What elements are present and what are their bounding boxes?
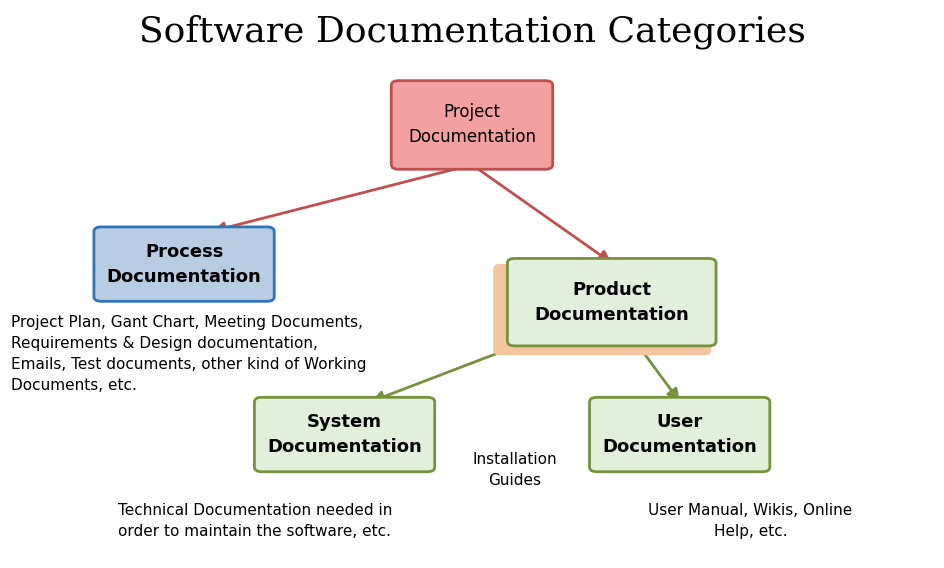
FancyBboxPatch shape [94,227,274,301]
Text: Installation
Guides: Installation Guides [472,452,557,487]
FancyBboxPatch shape [493,264,712,356]
Text: User Manual, Wikis, Online
Help, etc.: User Manual, Wikis, Online Help, etc. [649,503,852,538]
Text: System
Documentation: System Documentation [267,413,422,456]
FancyBboxPatch shape [508,258,716,346]
FancyBboxPatch shape [391,81,552,169]
Text: Product
Documentation: Product Documentation [534,281,689,324]
Text: Technical Documentation needed in
order to maintain the software, etc.: Technical Documentation needed in order … [118,503,392,538]
FancyBboxPatch shape [254,398,434,471]
Text: Process
Documentation: Process Documentation [107,243,261,286]
Text: Software Documentation Categories: Software Documentation Categories [139,14,805,49]
Text: Project
Documentation: Project Documentation [408,103,536,147]
Text: User
Documentation: User Documentation [602,413,757,456]
FancyBboxPatch shape [589,398,769,471]
Text: Project Plan, Gant Chart, Meeting Documents,
Requirements & Design documentation: Project Plan, Gant Chart, Meeting Docume… [11,315,367,393]
